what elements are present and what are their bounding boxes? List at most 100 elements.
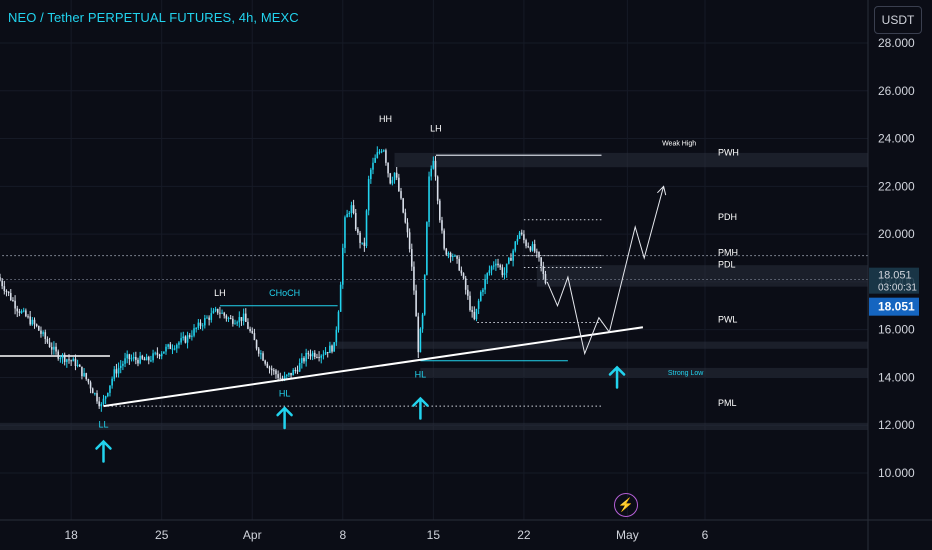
candle-body <box>169 344 172 349</box>
up-arrow-icon <box>608 365 626 389</box>
candle-body <box>313 352 316 357</box>
candle-body <box>350 205 353 213</box>
candle-body <box>48 342 51 347</box>
candle-body <box>460 270 463 274</box>
projection-path <box>546 186 665 356</box>
candle-body <box>382 150 385 152</box>
candle-body <box>204 318 206 326</box>
candle-body <box>158 354 161 357</box>
x-tick-label: 25 <box>155 528 169 542</box>
candle-body <box>398 177 400 192</box>
candle-body <box>354 212 357 230</box>
candle-body <box>35 324 38 326</box>
annotation-label: LH <box>430 123 442 133</box>
candle-body <box>378 151 381 153</box>
candle-body <box>38 326 40 331</box>
candle-body <box>100 404 103 407</box>
candle-body <box>404 212 407 223</box>
candle-body <box>63 354 66 362</box>
candle-body <box>305 352 307 362</box>
candle-body <box>469 295 471 311</box>
x-tick-label: Apr <box>243 528 262 542</box>
candle-body <box>145 356 148 361</box>
candle-body <box>292 369 295 376</box>
candle-body <box>91 388 94 394</box>
candle-body <box>44 332 47 339</box>
candle-body <box>432 160 435 169</box>
up-arrow-icon <box>276 406 293 430</box>
candle-body <box>188 335 191 337</box>
candle-body <box>531 244 534 251</box>
candle-body <box>439 200 441 221</box>
lightning-icon[interactable]: ⚡ <box>614 493 638 517</box>
candle-body <box>339 284 342 312</box>
candle-body <box>46 338 49 343</box>
candle-body <box>458 258 461 271</box>
candle-body <box>473 311 476 320</box>
price-tag-value: 18.051 <box>878 270 912 282</box>
y-tick-label: 12.000 <box>878 418 915 432</box>
candle-body <box>303 358 305 362</box>
candle-body <box>533 244 536 252</box>
candle-body <box>234 323 236 325</box>
candle-body <box>55 346 57 352</box>
candle-body <box>119 365 122 368</box>
candle-body <box>538 252 540 258</box>
candle-body <box>477 300 480 309</box>
candle-body <box>50 346 53 350</box>
candle-body <box>357 229 359 233</box>
candle-body <box>206 317 208 319</box>
candle-body <box>536 251 538 253</box>
annotation-label: Weak High <box>662 141 696 148</box>
candle-body <box>29 316 31 325</box>
candle-body <box>249 328 251 331</box>
candle-body <box>117 367 120 374</box>
candle-body <box>372 162 374 170</box>
candle-body <box>160 353 163 357</box>
last-price-value: 18.051 <box>878 300 915 314</box>
candle-body <box>87 379 90 383</box>
candle-body <box>482 289 484 293</box>
candle-body <box>387 162 389 174</box>
candle-body <box>31 319 34 325</box>
zones-layer <box>0 152 869 430</box>
candle-body <box>219 312 221 314</box>
candle-body <box>247 321 249 329</box>
candle-body <box>352 205 355 213</box>
candle-body <box>359 232 361 243</box>
up-arrow-icon <box>95 439 112 463</box>
candle-body <box>126 354 129 359</box>
candle-body <box>464 278 467 290</box>
candle-body <box>122 363 124 366</box>
candle-body <box>193 328 195 336</box>
candle-body <box>20 310 23 313</box>
candle-body <box>318 356 320 358</box>
candle-body <box>283 375 286 380</box>
y-tick-label: 10.000 <box>878 466 915 480</box>
currency-button[interactable]: USDT <box>874 6 922 34</box>
candle-body <box>111 378 113 386</box>
candle-body <box>165 346 167 352</box>
candle-body <box>225 315 228 319</box>
candle-body <box>208 317 210 320</box>
candle-body <box>251 330 254 334</box>
annotation-label: CHoCH <box>269 288 300 298</box>
candle-body <box>542 266 545 275</box>
projection-arrowhead <box>657 185 667 196</box>
candle-body <box>244 313 247 322</box>
annotation-label: PWH <box>718 147 739 157</box>
candle-body <box>171 348 174 350</box>
candle-body <box>385 150 387 163</box>
candle-body <box>520 232 523 235</box>
candle-body <box>150 360 152 362</box>
candle-body <box>199 322 202 326</box>
candle-body <box>370 169 372 180</box>
x-tick-label: 22 <box>517 528 531 542</box>
candle-body <box>406 222 409 233</box>
candle-body <box>395 172 398 178</box>
zone-box <box>329 341 869 349</box>
candle-body <box>337 311 340 330</box>
candle-body <box>227 317 230 319</box>
